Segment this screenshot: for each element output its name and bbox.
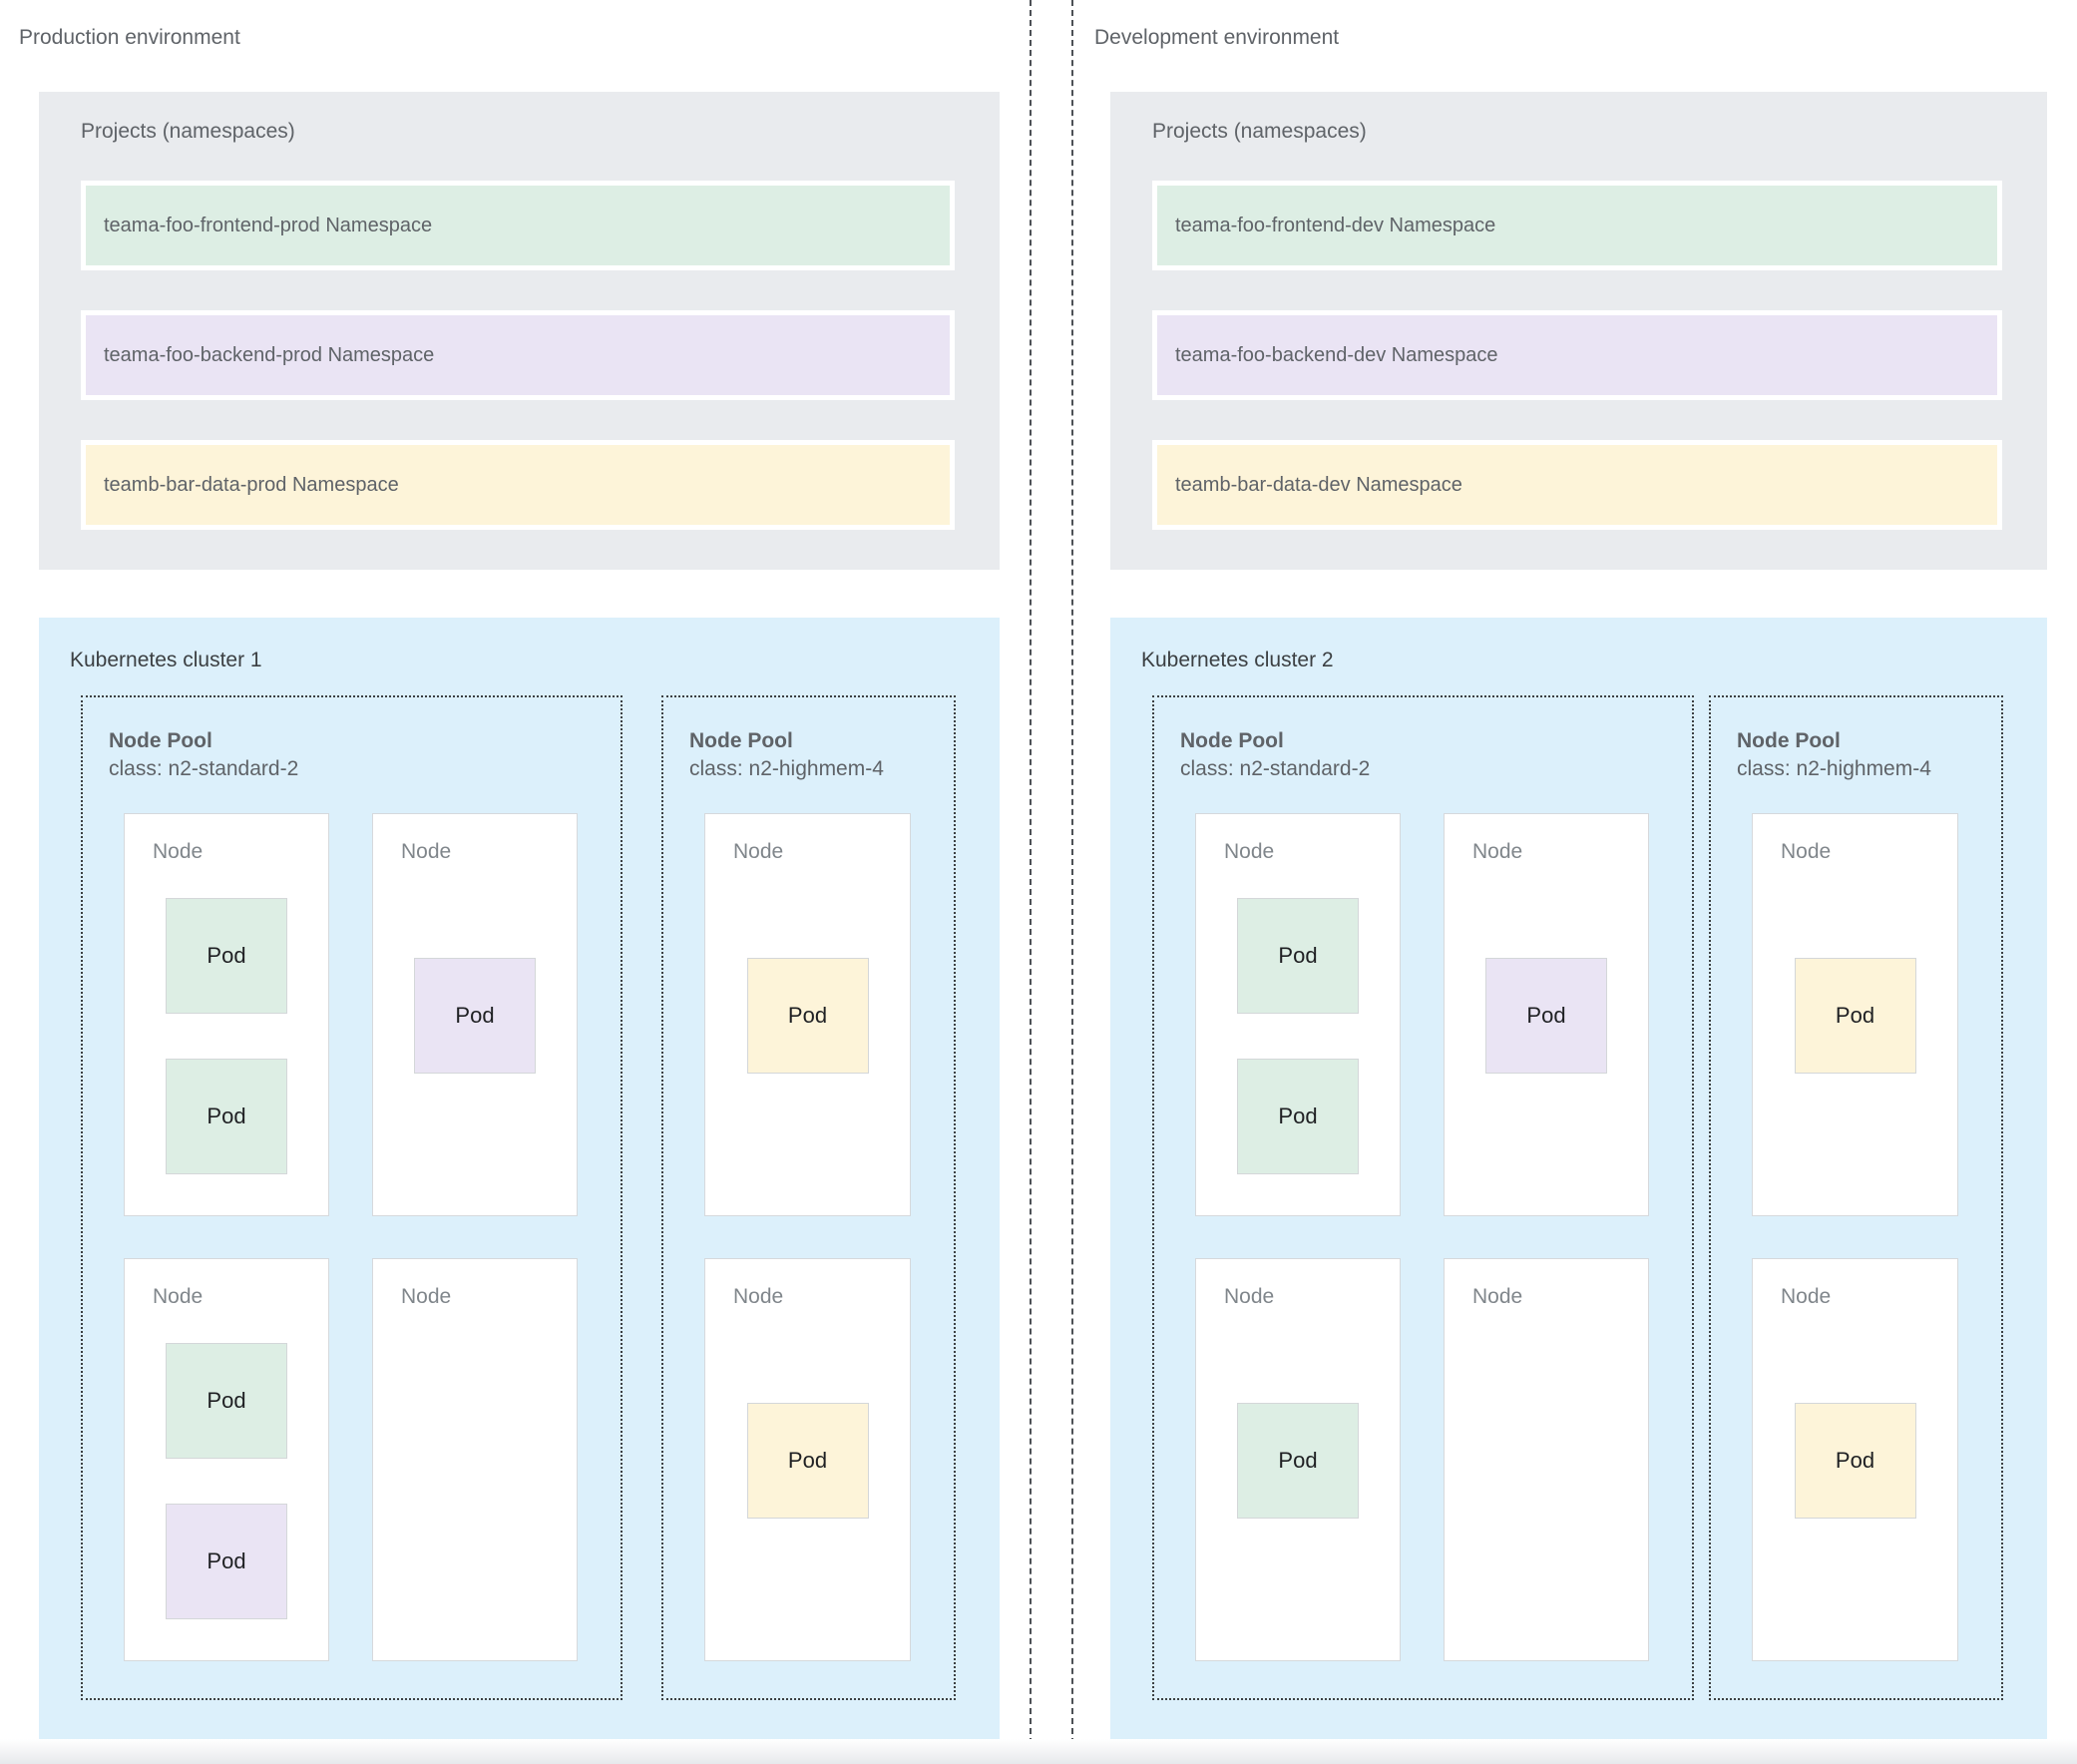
node: Node bbox=[372, 1258, 578, 1661]
pod: Pod bbox=[746, 958, 869, 1074]
namespace-label: teama-foo-backend-dev Namespace bbox=[1175, 343, 1498, 366]
node-pool-title: Node Pool bbox=[109, 729, 212, 752]
node-label: Node bbox=[153, 840, 204, 863]
node-pool: Node Pool class: n2-highmem-4 Node Pod Node P… bbox=[661, 695, 956, 1700]
node: Node Pod bbox=[704, 813, 911, 1216]
namespace-label: teamb-bar-data-prod Namespace bbox=[104, 473, 399, 496]
projects-namespaces-box: Projects (namespaces) teama-foo-frontend… bbox=[1110, 92, 2047, 570]
node: Node Pod bbox=[1752, 1258, 1958, 1661]
node: Node bbox=[1444, 1258, 1649, 1661]
pod: Pod bbox=[166, 1059, 287, 1174]
namespace-bar: teamb-bar-data-dev Namespace bbox=[1152, 440, 2002, 530]
node-pool-title: Node Pool bbox=[1180, 729, 1284, 752]
node: Node Pod Pod bbox=[1195, 813, 1401, 1216]
nodes-grid: Node Pod Node Pod bbox=[704, 813, 911, 1661]
node: Node Pod bbox=[372, 813, 578, 1216]
node: Node Pod Pod bbox=[124, 1258, 329, 1661]
node-pools: Node Pool class: n2-standard-2 Node Pod Pod N… bbox=[81, 695, 956, 1700]
pod: Pod bbox=[1485, 958, 1607, 1074]
pod: Pod bbox=[166, 1343, 287, 1459]
node-label: Node bbox=[153, 1285, 204, 1308]
nodes-grid: Node Pod Pod Node Pod Node Pod Pod Node bbox=[124, 813, 578, 1661]
kubernetes-cluster-box: Kubernetes cluster 1 Node Pool class: n2-… bbox=[39, 618, 1000, 1739]
node-pool-class: class: n2-standard-2 bbox=[109, 757, 299, 780]
namespace-bar: teamb-bar-data-prod Namespace bbox=[81, 440, 955, 530]
namespace-label: teama-foo-backend-prod Namespace bbox=[104, 343, 435, 366]
pod: Pod bbox=[166, 898, 287, 1014]
pod: Pod bbox=[1794, 958, 1916, 1074]
projects-box-title: Projects (namespaces) bbox=[1152, 120, 1367, 143]
projects-box-title: Projects (namespaces) bbox=[81, 120, 295, 143]
namespace-bar: teama-foo-frontend-dev Namespace bbox=[1152, 181, 2002, 270]
node-label: Node bbox=[401, 840, 452, 863]
namespace-bar: teama-foo-frontend-prod Namespace bbox=[81, 181, 955, 270]
node-pool: Node Pool class: n2-standard-2 Node Pod Pod N… bbox=[1152, 695, 1694, 1700]
pod: Pod bbox=[746, 1403, 869, 1519]
node: Node Pod bbox=[704, 1258, 911, 1661]
node-label: Node bbox=[1472, 840, 1523, 863]
pod: Pod bbox=[1237, 898, 1359, 1014]
node-pool-title: Node Pool bbox=[1737, 729, 1841, 752]
projects-namespaces-box: Projects (namespaces) teama-foo-frontend… bbox=[39, 92, 1000, 570]
node: Node Pod bbox=[1752, 813, 1958, 1216]
node-label: Node bbox=[1224, 840, 1275, 863]
node-label: Node bbox=[1472, 1285, 1523, 1308]
node-pool-class: class: n2-standard-2 bbox=[1180, 757, 1371, 780]
node-pool: Node Pool class: n2-standard-2 Node Pod Pod N… bbox=[81, 695, 623, 1700]
environment-divider-line-left bbox=[1030, 0, 1032, 1764]
node-label: Node bbox=[733, 840, 784, 863]
pod: Pod bbox=[1794, 1403, 1916, 1519]
node-label: Node bbox=[733, 1285, 784, 1308]
node-label: Node bbox=[1224, 1285, 1275, 1308]
namespace-list: teama-foo-frontend-prod Namespace teama-f… bbox=[81, 181, 955, 570]
node: Node Pod bbox=[1195, 1258, 1401, 1661]
node: Node Pod Pod bbox=[124, 813, 329, 1216]
cluster-title: Kubernetes cluster 1 bbox=[70, 649, 262, 671]
namespace-list: teama-foo-frontend-dev Namespace teama-fo… bbox=[1152, 181, 2002, 570]
pod: Pod bbox=[414, 958, 536, 1074]
namespace-label: teama-foo-frontend-prod Namespace bbox=[104, 214, 433, 236]
namespace-label: teama-foo-frontend-dev Namespace bbox=[1175, 214, 1496, 236]
namespace-label: teamb-bar-data-dev Namespace bbox=[1175, 473, 1462, 496]
environment-label: Development environment bbox=[1094, 26, 1340, 49]
node-pool: Node Pool class: n2-highmem-4 Node Pod Node P… bbox=[1709, 695, 2003, 1700]
node-label: Node bbox=[1781, 840, 1832, 863]
pod: Pod bbox=[166, 1504, 287, 1619]
node-label: Node bbox=[1781, 1285, 1832, 1308]
development-environment: Development environment Projects (namesp… bbox=[1071, 0, 2077, 1764]
node: Node Pod bbox=[1444, 813, 1649, 1216]
namespace-bar: teama-foo-backend-dev Namespace bbox=[1152, 310, 2002, 400]
node-pool-class: class: n2-highmem-4 bbox=[689, 757, 884, 780]
pod: Pod bbox=[1237, 1059, 1359, 1174]
environment-divider-line-right bbox=[1071, 0, 1073, 1764]
cluster-title: Kubernetes cluster 2 bbox=[1141, 649, 1334, 671]
node-pool-class: class: n2-highmem-4 bbox=[1737, 757, 1931, 780]
nodes-grid: Node Pod Pod Node Pod Node Pod Node bbox=[1195, 813, 1649, 1661]
nodes-grid: Node Pod Node Pod bbox=[1752, 813, 1958, 1661]
bottom-fade bbox=[0, 1739, 2077, 1764]
node-pool-title: Node Pool bbox=[689, 729, 793, 752]
kubernetes-cluster-box: Kubernetes cluster 2 Node Pool class: n2-… bbox=[1110, 618, 2047, 1739]
node-label: Node bbox=[401, 1285, 452, 1308]
node-pools: Node Pool class: n2-standard-2 Node Pod Pod N… bbox=[1152, 695, 2003, 1700]
pod: Pod bbox=[1237, 1403, 1359, 1519]
namespace-bar: teama-foo-backend-prod Namespace bbox=[81, 310, 955, 400]
environment-label: Production environment bbox=[19, 26, 240, 49]
production-environment: Production environment Projects (namespa… bbox=[0, 0, 1030, 1764]
